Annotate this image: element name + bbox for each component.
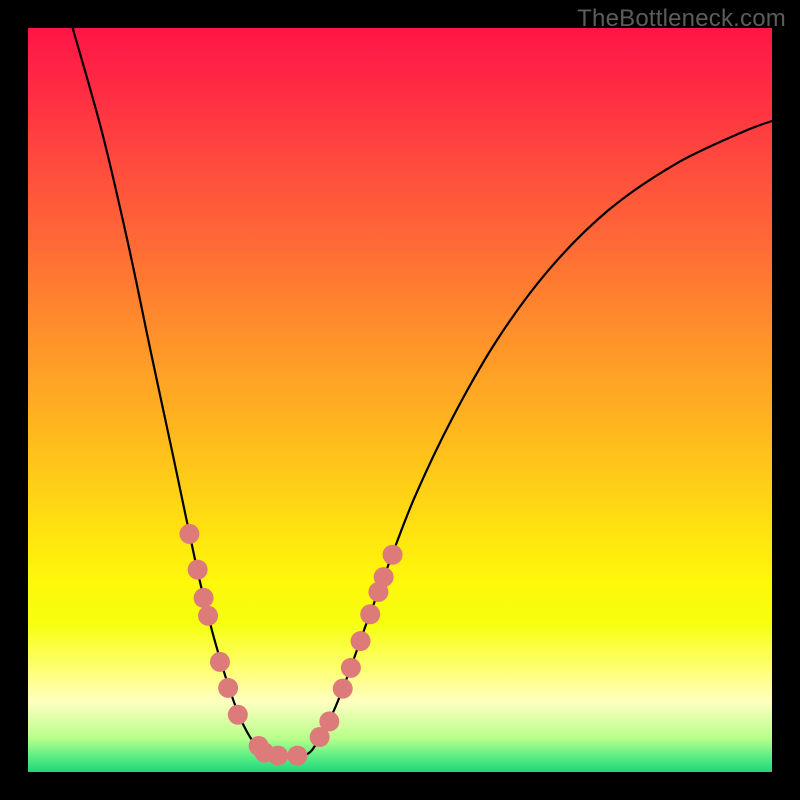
data-marker	[188, 560, 208, 580]
data-marker	[383, 545, 403, 565]
curve-layer	[28, 28, 772, 772]
data-marker	[287, 746, 307, 766]
data-marker	[360, 604, 380, 624]
data-marker	[333, 679, 353, 699]
data-marker	[374, 567, 394, 587]
data-marker	[198, 606, 218, 626]
data-marker	[268, 746, 288, 766]
data-marker	[351, 631, 371, 651]
data-marker	[179, 524, 199, 544]
watermark-text: TheBottleneck.com	[577, 5, 786, 33]
data-marker	[228, 705, 248, 725]
v-curve	[73, 28, 772, 757]
data-marker	[194, 588, 214, 608]
plot-area	[28, 28, 772, 772]
data-marker	[319, 711, 339, 731]
data-marker	[341, 658, 361, 678]
marker-group	[179, 524, 402, 766]
data-marker	[218, 678, 238, 698]
data-marker	[210, 652, 230, 672]
